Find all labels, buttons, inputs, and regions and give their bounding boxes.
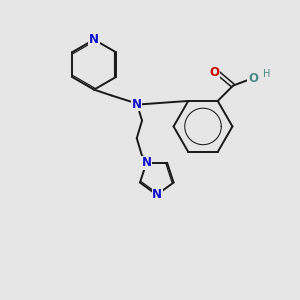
Text: N: N [152,188,162,201]
Text: H: H [262,69,270,80]
Text: O: O [210,66,220,79]
Text: N: N [141,156,152,169]
Text: N: N [89,33,99,46]
Text: N: N [132,98,142,111]
Text: O: O [248,72,258,85]
